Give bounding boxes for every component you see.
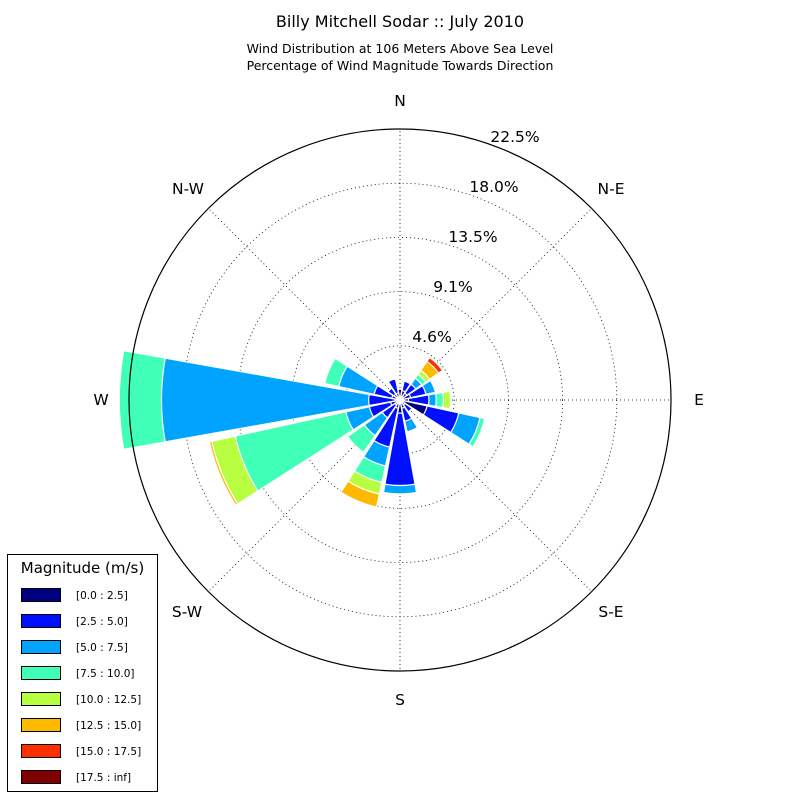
wind-bar-segment [160, 357, 401, 443]
legend-label: [2.5 : 5.0] [76, 616, 128, 628]
legend-swatch [21, 588, 61, 602]
legend-label: [10.0 : 12.5] [76, 694, 142, 706]
direction-label: N-E [598, 180, 625, 198]
direction-label: S-W [172, 603, 202, 621]
wind-bar-segment [395, 392, 401, 401]
radial-tick-label: 9.1% [433, 278, 472, 296]
radial-tick-label: 13.5% [448, 228, 497, 246]
legend-item: [5.0 : 7.5] [21, 640, 151, 656]
direction-label: N [394, 92, 406, 110]
direction-label: S-E [598, 603, 623, 621]
legend-label: [17.5 : inf] [76, 772, 132, 784]
legend-item: [12.5 : 15.0] [21, 718, 151, 734]
range-ring [236, 236, 564, 564]
legend-title: Magnitude (m/s) [20, 559, 145, 577]
wind-bar-segment [399, 394, 430, 406]
legend-item: [17.5 : inf] [21, 770, 151, 786]
wind-bar-segment [384, 399, 416, 487]
legend-swatch [21, 718, 61, 732]
legend-label: [7.5 : 10.0] [76, 668, 135, 680]
legend-label: [5.0 : 7.5] [76, 642, 128, 654]
chart-title: Billy Mitchell Sodar :: July 2010 [275, 12, 525, 31]
wind-bar-segment [368, 393, 401, 407]
legend-swatch [21, 744, 61, 758]
outer-ring [128, 128, 672, 672]
legend-swatch [21, 666, 61, 680]
legend-item: [15.0 : 17.5] [21, 744, 151, 760]
legend-item: [10.0 : 12.5] [21, 692, 151, 708]
direction-label: S [395, 691, 405, 709]
legend-item: [7.5 : 10.0] [21, 666, 151, 682]
radial-tick-label: 22.5% [490, 128, 539, 146]
wind-bar-segment [399, 399, 428, 416]
radial-gridline [399, 399, 592, 592]
legend: Magnitude (m/s) [0.0 : 2.5] [2.5 : 5.0] [5… [7, 554, 158, 792]
radial-tick-label: 4.6% [412, 328, 451, 346]
axis-labels: 4.6% 9.1% 13.5% 18.0% 22.5% N N-E E S-E S S-W W N-W [93, 92, 704, 709]
legend-label: [12.5 : 15.0] [76, 720, 142, 732]
radial-tick-label: 18.0% [469, 178, 518, 196]
direction-label: E [694, 391, 704, 409]
legend-swatch [21, 614, 61, 628]
wind-bars [118, 350, 486, 508]
chart-subtitle-line-1: Wind Distribution at 106 Meters Above Se… [246, 41, 554, 56]
wind-bar-segment [373, 399, 401, 448]
direction-label: N-W [172, 180, 204, 198]
direction-label: W [93, 391, 108, 409]
legend-item: [2.5 : 5.0] [21, 614, 151, 630]
chart-subtitle-line-2: Percentage of Wind Magnitude Towards Dir… [246, 58, 554, 73]
legend-item: [0.0 : 2.5] [21, 588, 151, 604]
legend-label: [0.0 : 2.5] [76, 590, 128, 602]
legend-swatch [21, 692, 61, 706]
legend-label: [15.0 : 17.5] [76, 746, 142, 758]
legend-swatch [21, 640, 61, 654]
legend-swatch [21, 770, 61, 784]
